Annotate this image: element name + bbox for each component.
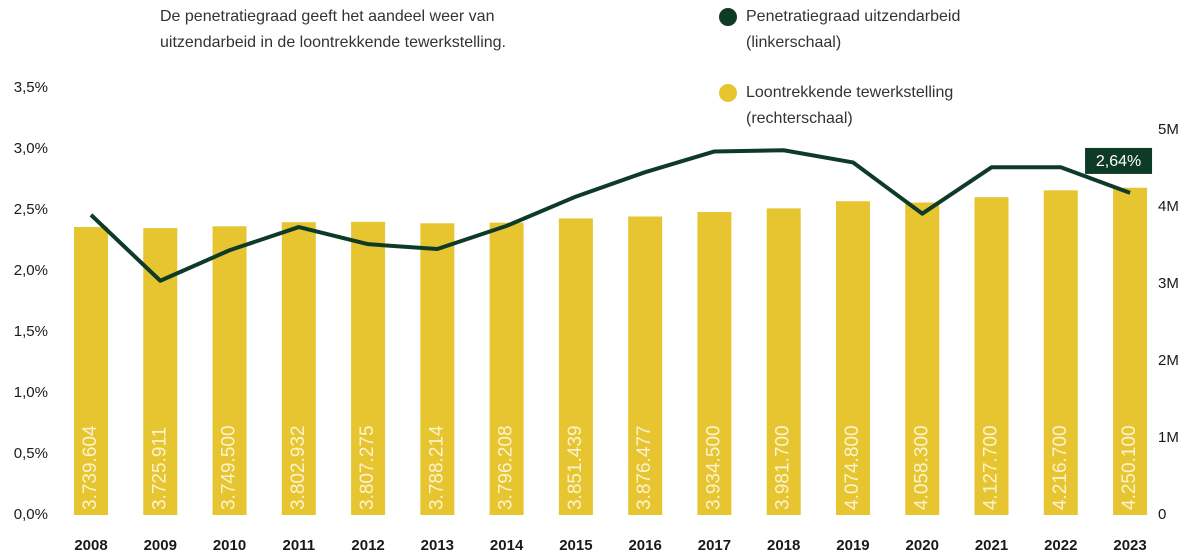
x-tick-label: 2021 [975,537,1008,554]
bar-value-label: 3.739.604 [80,425,101,510]
bar [351,221,386,515]
bar-value-label: 3.796.208 [496,425,517,510]
bar [489,222,524,515]
legend-label: Penetratiegraad uitzendarbeid [746,8,960,25]
y2-tick-label: 4M [1158,198,1179,215]
bar [766,208,801,515]
x-tick-label: 2022 [1044,537,1077,554]
x-tick-label: 2011 [283,537,316,554]
bar-value-label: 3.725.911 [149,427,170,510]
value-label: 2,64% [1096,153,1141,170]
bar [697,212,732,515]
y2-tick-label: 1M [1158,429,1179,446]
x-tick-label: 2014 [490,537,524,554]
x-tick-label: 2010 [213,537,246,554]
bar [974,197,1009,515]
bar-value-label: 3.807.275 [357,425,378,510]
bar-value-label: 3.802.932 [288,425,309,510]
bar-value-label: 4.074.800 [842,425,863,510]
bar [74,227,108,516]
line [89,148,1131,283]
legend-marker [719,84,737,102]
x-tick-label: 2020 [906,537,939,554]
legend-marker [719,8,737,26]
bar-value-label: 4.127.700 [981,425,1002,510]
bar [281,222,316,515]
x-tick-label: 2008 [74,537,107,554]
y-tick-label: 2,0% [14,262,48,279]
x-tick-label: 2019 [836,537,869,554]
bar-value-label: 3.934.500 [703,425,724,510]
bar [1113,187,1148,515]
bar-value-label: 3.876.477 [634,425,655,510]
bar-value-label: 4.250.100 [1119,425,1140,510]
y-tick-label: 3,5% [14,79,48,96]
bar [420,223,455,515]
y-tick-label: 3,0% [14,140,48,157]
bar [628,216,663,515]
x-tick-label: 2013 [421,537,454,554]
bar-value-label: 4.216.700 [1050,425,1071,510]
y2-tick-label: 2M [1158,352,1179,369]
y-tick-label: 0,0% [14,506,48,523]
x-tick-label: 2023 [1113,537,1146,554]
bar-value-label: 3.749.500 [219,425,240,510]
y-tick-label: 2,5% [14,201,48,218]
x-tick-label: 2015 [559,537,592,554]
bar-value-label: 3.851.439 [565,425,586,510]
y2-tick-label: 0 [1158,506,1166,523]
bar-value-label: 3.981.700 [773,425,794,510]
bar [558,218,593,515]
legend-label: Loontrekkende tewerkstelling [746,84,953,101]
x-tick-label: 2012 [351,537,384,554]
value-label-box [1085,147,1153,174]
bar [835,201,870,515]
y-tick-label: 1,0% [14,384,48,401]
bar-value-label: 4.058.300 [911,425,932,510]
x-tick-label: 2009 [144,537,177,554]
bar-value-label: 3.788.214 [426,425,447,510]
bar [212,226,247,515]
y-tick-label: 1,5% [14,323,48,340]
y2-tick-label: 3M [1158,275,1179,292]
y2-tick-label: 5M [1158,121,1179,138]
bar [1043,190,1078,516]
y-tick-label: 0,5% [14,445,48,462]
subtitle-line: uitzendarbeid in de loontrekkende tewerk… [160,34,506,51]
legend-note: (linkerschaal) [746,34,841,51]
legend-note: (rechterschaal) [746,110,853,127]
x-tick-label: 2018 [767,537,800,554]
x-tick-label: 2017 [698,537,731,554]
bar [905,202,940,515]
x-tick-label: 2016 [628,537,661,554]
subtitle-line: De penetratiegraad geeft het aandeel wee… [160,8,494,25]
